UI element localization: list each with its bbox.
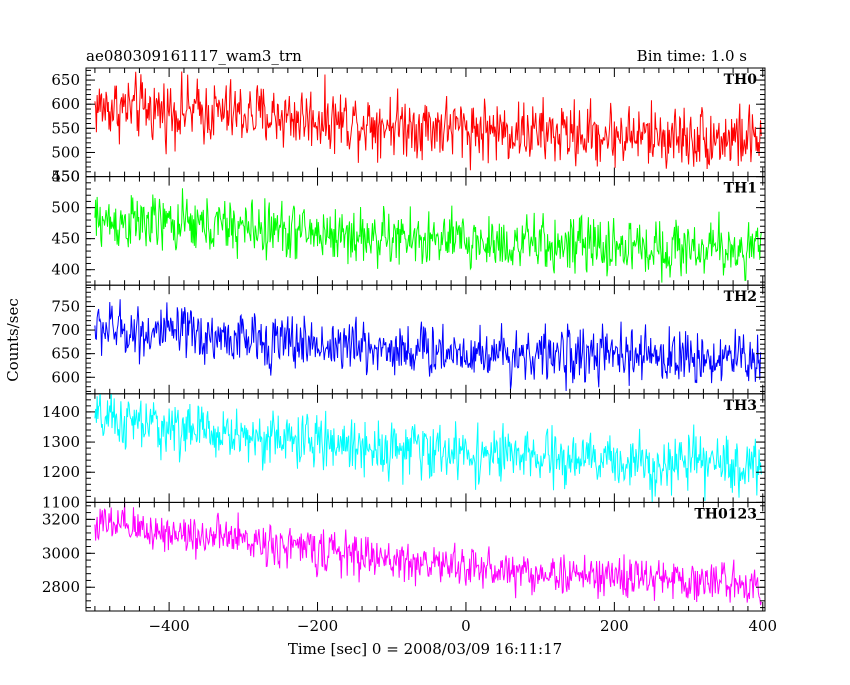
lightcurve-th2: [94, 299, 762, 392]
y-tick-label: 600: [51, 95, 80, 113]
y-tick-label: 1400: [42, 403, 80, 421]
x-tick-label: 200: [600, 617, 629, 635]
panels-group: TH0 450 500 550 600 650 TH1 400 450 500 550 TH2 600 6…: [42, 67, 777, 635]
y-tick-label: 550: [51, 119, 80, 137]
x-tick-label: 400: [748, 617, 777, 635]
y-axis-title: Counts/sec: [4, 298, 22, 382]
y-tick-label: 450: [51, 168, 80, 186]
y-tick-label: 1300: [42, 433, 80, 451]
lightcurve-th1: [94, 188, 762, 283]
y-tick-label: 3000: [42, 544, 80, 562]
bin-time-label: Bin time: 1.0 s: [637, 47, 747, 65]
y-tick-label: 1200: [42, 463, 80, 481]
chart-title: ae080309161117_wam3_trn: [86, 47, 302, 65]
y-tick-label: 600: [51, 368, 80, 386]
y-tick-label: 2800: [42, 578, 80, 596]
x-axis-title: Time [sec] 0 = 2008/03/09 16:11:17: [288, 640, 562, 658]
y-tick-label: 500: [51, 143, 80, 161]
lightcurve-th3: [94, 393, 762, 503]
panel-label-th1: TH1: [724, 181, 757, 197]
panel-label-th0: TH0: [724, 72, 758, 88]
y-tick-label: 1100: [42, 493, 80, 511]
lightcurve-th0123: [94, 502, 762, 606]
y-tick-label: 450: [51, 230, 80, 248]
x-tick-label: −400: [149, 617, 190, 635]
panel-label-th3: TH3: [724, 398, 757, 414]
y-tick-label: 750: [51, 297, 80, 315]
panel-frame-th0123: [85, 501, 766, 612]
y-tick-label: 650: [51, 345, 80, 363]
panel-label-th0123: TH0123: [694, 506, 757, 522]
y-tick-label: 550: [51, 168, 80, 186]
panel-frame-th2: [85, 284, 766, 395]
x-tick-label: 0: [461, 617, 471, 635]
x-tick-label: −200: [297, 617, 338, 635]
y-tick-label: 500: [51, 199, 80, 217]
lightcurve-th0: [94, 71, 762, 171]
y-tick-label: 400: [51, 261, 80, 279]
panel-label-th2: TH2: [724, 289, 757, 305]
y-tick-label: 650: [51, 71, 80, 89]
y-tick-label: 3200: [42, 510, 80, 528]
panel-frame-th1: [85, 176, 766, 286]
y-tick-label: 700: [51, 321, 80, 339]
